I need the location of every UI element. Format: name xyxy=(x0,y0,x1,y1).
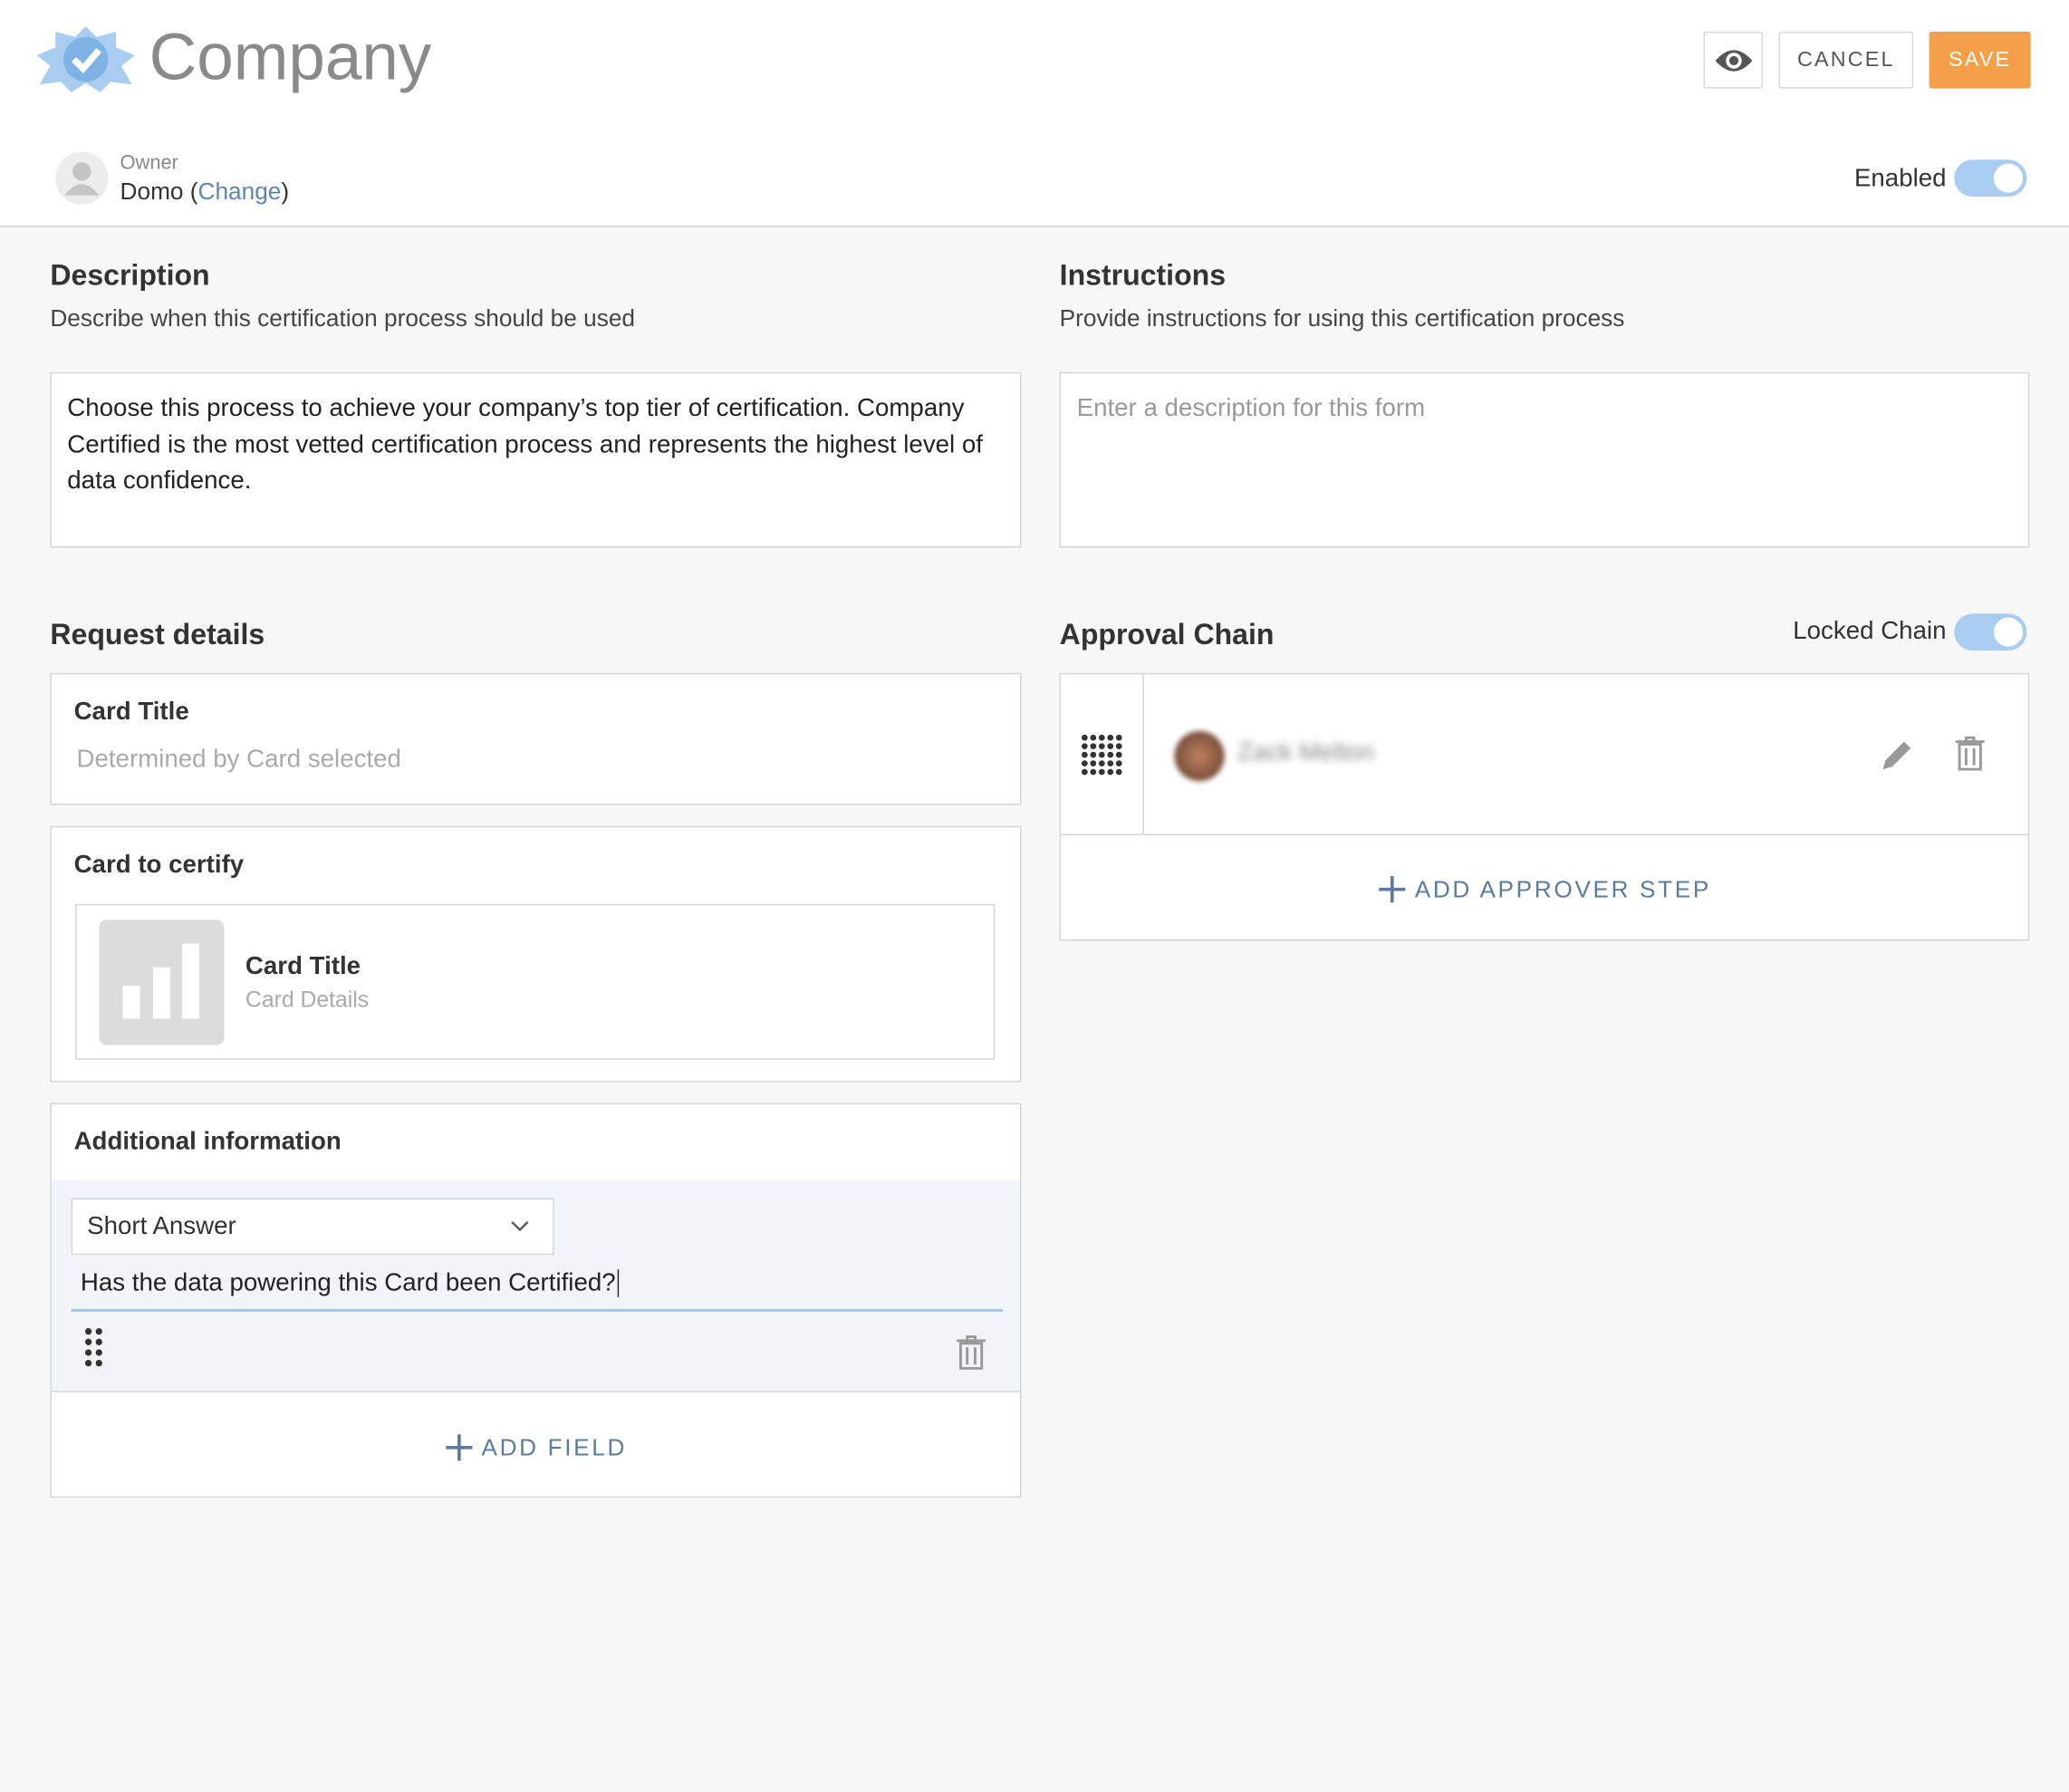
drag-dot xyxy=(1107,768,1114,776)
drag-dot xyxy=(1090,768,1097,776)
delete-field[interactable] xyxy=(957,1335,986,1370)
section-subtitle: Provide instructions for using this cert… xyxy=(1059,304,1625,332)
field-label: Card Title xyxy=(73,698,189,727)
drag-dot xyxy=(1107,760,1114,766)
drag-dot xyxy=(1098,768,1105,776)
section-subtitle: Describe when this certification process… xyxy=(50,304,635,332)
drag-dot xyxy=(1090,751,1097,758)
drag-dot xyxy=(1081,734,1088,741)
cancel-button[interactable]: CANCEL xyxy=(1778,31,1914,89)
drag-dot xyxy=(1098,751,1105,758)
page-title: Company xyxy=(149,19,432,94)
drag-dot xyxy=(1090,734,1097,741)
owner-line: Domo (Change) xyxy=(120,178,290,207)
section-title: Request details xyxy=(50,617,265,651)
card-name: Card Title xyxy=(245,952,361,981)
preview-button[interactable] xyxy=(1703,31,1764,89)
section-title: Instructions xyxy=(1059,258,1227,292)
card-picker[interactable]: Card Title Card Details xyxy=(75,903,996,1060)
drag-dot xyxy=(1098,734,1105,741)
field-type-select[interactable]: Short Answer xyxy=(71,1198,554,1256)
drag-dot xyxy=(1107,734,1114,741)
field-label: Card to certify xyxy=(73,851,245,880)
field-placeholder: Determined by Card selected xyxy=(76,745,401,774)
drag-dot xyxy=(1115,751,1122,758)
approver-avatar xyxy=(1174,730,1225,782)
drag-dot xyxy=(1081,760,1088,766)
drag-dot xyxy=(1115,760,1122,766)
drag-dot xyxy=(1115,734,1122,741)
change-link[interactable]: Change xyxy=(197,178,282,205)
card-details: Card Details xyxy=(245,987,370,1013)
drag-dot xyxy=(1098,760,1105,766)
delete-approver[interactable] xyxy=(1955,736,1985,771)
drag-dot xyxy=(1107,743,1114,750)
question-text: Has the data powering this Card been Cer… xyxy=(80,1269,616,1297)
instructions-input[interactable]: Enter a description for this form xyxy=(1059,371,2030,548)
drag-dot xyxy=(1098,743,1105,750)
drag-dot xyxy=(1090,760,1097,766)
card-certify-field: Card to certify Card Title Card Details xyxy=(50,825,1022,1083)
drag-dot xyxy=(1081,743,1088,750)
edit-approver[interactable] xyxy=(1879,737,1916,774)
owner-suffix: ) xyxy=(281,178,290,205)
add-approver-step[interactable]: ADD APPROVER STEP xyxy=(1061,863,2028,916)
locked-toggle[interactable] xyxy=(1954,613,2027,651)
drag-dot xyxy=(1090,743,1097,750)
drag-cell xyxy=(1061,674,1144,834)
enabled-toggle[interactable] xyxy=(1954,159,2027,198)
enabled-label: Enabled xyxy=(1853,165,1947,193)
approver-name: Zack Melton xyxy=(1237,738,1375,767)
question-input[interactable]: Has the data powering this Card been Cer… xyxy=(71,1267,1004,1312)
owner-name: Domo ( xyxy=(120,178,198,205)
drag-dot xyxy=(1081,751,1088,758)
card-icon xyxy=(99,920,225,1045)
description-input[interactable]: Choose this process to achieve your comp… xyxy=(50,371,1022,548)
drag-dot xyxy=(1107,751,1114,758)
drag-dot xyxy=(1081,768,1088,776)
drag-handle[interactable] xyxy=(1081,734,1123,776)
add-field[interactable]: ADD FIELD xyxy=(52,1421,1020,1474)
locked-label: Locked Chain xyxy=(1793,617,1947,646)
save-button[interactable]: SAVE xyxy=(1929,31,2031,89)
drag-dot xyxy=(1115,768,1122,776)
drag-handle[interactable] xyxy=(83,1326,104,1369)
owner-avatar xyxy=(55,151,109,205)
section-title: Description xyxy=(50,258,210,292)
section-title: Approval Chain xyxy=(1059,617,1275,651)
card-title-field: Card Title Determined by Card selected xyxy=(50,672,1022,805)
add-step-text: ADD APPROVER STEP xyxy=(1414,875,1711,902)
owner-label: Owner xyxy=(120,151,178,175)
additional-info: Additional information Short Answer Has … xyxy=(50,1103,1022,1498)
add-field-text: ADD FIELD xyxy=(481,1433,628,1460)
divider xyxy=(1061,833,2028,835)
drag-dot xyxy=(1115,743,1122,750)
field-label: Additional information xyxy=(73,1128,342,1156)
approval-chain: Zack Melton ADD APPROVER STEP xyxy=(1059,672,2030,941)
badge-icon xyxy=(36,26,135,92)
select-value: Short Answer xyxy=(87,1212,236,1241)
